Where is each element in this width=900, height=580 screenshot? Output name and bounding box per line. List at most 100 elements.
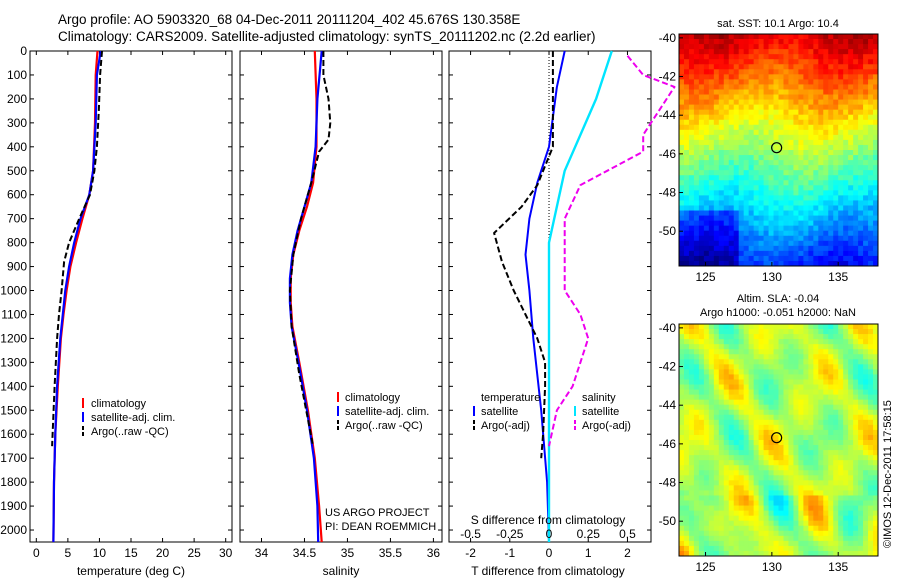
map-cell xyxy=(848,155,854,161)
map-cell xyxy=(718,74,725,80)
map-cell xyxy=(723,324,730,330)
map-cell xyxy=(708,409,715,416)
map-cell xyxy=(818,84,824,90)
map-cell xyxy=(863,200,869,206)
map-cell xyxy=(803,220,809,227)
map-cell xyxy=(743,195,750,201)
map-cell xyxy=(823,245,829,252)
map-cell xyxy=(698,399,705,406)
map-cell xyxy=(863,89,869,95)
map-cell xyxy=(803,399,809,406)
map-cell xyxy=(863,129,869,136)
map-cell xyxy=(738,334,745,340)
map-cell xyxy=(873,200,879,206)
map-cell xyxy=(708,160,715,166)
map-cell xyxy=(773,260,779,267)
map-cell xyxy=(753,245,760,252)
map-cell xyxy=(743,200,750,206)
map-cell xyxy=(848,535,854,542)
map-cell xyxy=(688,339,695,345)
map-cell xyxy=(803,460,809,466)
map-cell xyxy=(773,369,779,375)
map-cell xyxy=(813,329,819,335)
map-cell xyxy=(748,54,755,60)
map-cell xyxy=(858,520,864,527)
map-cell xyxy=(853,170,859,176)
map-cell xyxy=(868,339,874,345)
map-cell xyxy=(868,74,874,80)
map-cell xyxy=(773,99,779,106)
map-cell xyxy=(828,369,834,375)
map-cell xyxy=(768,424,774,431)
map-cell xyxy=(708,215,715,222)
map-cell xyxy=(833,69,839,75)
map-cell xyxy=(798,394,804,401)
map-cell xyxy=(783,505,789,512)
map-cell xyxy=(853,349,859,355)
map-cell xyxy=(679,440,685,446)
map-cell xyxy=(818,329,824,335)
salinity-ticks: 34 34.5 35 35.5 36 xyxy=(240,50,442,560)
difference-ticks: -2 -1 0 1 2 xyxy=(449,50,651,560)
map-cell xyxy=(823,460,829,466)
map-cell xyxy=(753,545,760,552)
map-cell xyxy=(843,455,849,461)
map-cell xyxy=(728,394,735,401)
map-cell xyxy=(868,334,874,340)
map-cell xyxy=(863,69,869,75)
map-cell xyxy=(783,260,789,267)
map-cell xyxy=(783,510,789,517)
map-cell xyxy=(679,69,685,75)
map-cell xyxy=(753,59,760,65)
map-cell xyxy=(693,139,700,146)
map-cell xyxy=(698,455,705,461)
map-cell xyxy=(738,480,745,486)
y-tick-label: 1900 xyxy=(0,499,27,513)
map-cell xyxy=(763,230,769,237)
map-cell xyxy=(733,119,740,126)
map-cell xyxy=(838,109,844,116)
map-cell xyxy=(868,160,874,166)
salinity-axes-box xyxy=(239,50,443,543)
map-cell xyxy=(813,180,819,186)
map-cell xyxy=(758,114,764,121)
map-cell xyxy=(688,250,695,257)
map-cell xyxy=(788,505,794,512)
map-cell xyxy=(833,374,839,380)
map-cell xyxy=(713,455,720,461)
map-cell xyxy=(683,129,690,136)
map-cell xyxy=(853,369,859,375)
map-cell xyxy=(728,414,735,421)
map-cell xyxy=(768,379,774,385)
map-cell xyxy=(828,104,834,111)
map-cell xyxy=(843,434,849,441)
map-cell xyxy=(873,450,879,456)
map-cell xyxy=(758,260,764,267)
map-cell xyxy=(753,505,760,512)
map-cell xyxy=(873,34,879,40)
map-cell xyxy=(763,54,769,60)
map-cell xyxy=(863,550,869,557)
map-cell xyxy=(853,255,859,262)
map-cell xyxy=(703,369,710,375)
map-cell xyxy=(698,389,705,396)
map-cell xyxy=(853,399,859,406)
map-cell xyxy=(738,339,745,345)
map-cell xyxy=(848,165,854,171)
map-cell xyxy=(773,414,779,421)
map-cell xyxy=(679,394,685,401)
map-cell xyxy=(848,389,854,396)
map-cell xyxy=(758,180,764,186)
map-cell xyxy=(733,490,740,496)
map-cell xyxy=(738,134,745,141)
map-cell xyxy=(688,150,695,156)
map-cell xyxy=(778,54,784,60)
map-cell xyxy=(718,39,725,45)
map-cell xyxy=(808,550,814,557)
map-cell xyxy=(853,465,859,471)
map-cell xyxy=(778,235,784,242)
map-cell xyxy=(843,485,849,491)
map-cell xyxy=(873,540,879,547)
map-cell xyxy=(803,215,809,222)
map-cell xyxy=(723,255,730,262)
